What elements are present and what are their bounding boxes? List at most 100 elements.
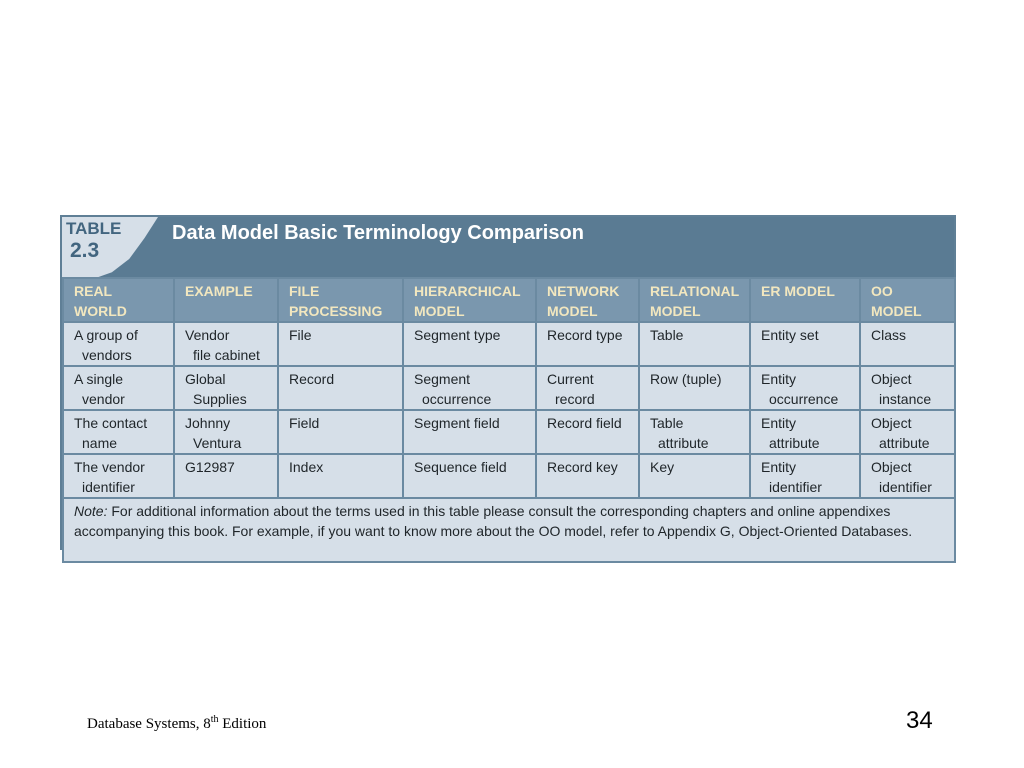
cell-text: Segment: [414, 371, 471, 387]
table-title: Data Model Basic Terminology Comparison: [172, 222, 584, 244]
column-header: FILE PROCESSING: [277, 277, 404, 323]
cell-text: attribute: [769, 435, 820, 451]
cell-text: Current: [547, 371, 594, 387]
table-cell: Row (tuple): [638, 365, 751, 411]
table-cell: Record: [277, 365, 404, 411]
cell-text: A group of: [74, 327, 138, 343]
table-cell: Segment occurrence: [402, 365, 537, 411]
table-cell: Key: [638, 453, 751, 499]
cell-text: File: [289, 327, 312, 343]
note-label: Note:: [74, 503, 108, 519]
table-cell: Entity attribute: [749, 409, 861, 455]
cell-text: EXAMPLE: [185, 283, 253, 299]
cell-text: instance: [879, 391, 932, 407]
cell-text: MODEL: [650, 303, 701, 319]
cell-text: occurrence: [422, 391, 492, 407]
table-label-number: 2.3: [70, 239, 100, 262]
cell-text: name: [82, 435, 118, 451]
table-header-row: REAL WORLD EXAMPLE FILE PROCESSING HIERARC…: [62, 277, 956, 323]
table-cell: Table attribute: [638, 409, 751, 455]
cell-text: Object: [871, 415, 912, 431]
cell-text: record: [555, 391, 595, 407]
table-cell: Record type: [535, 321, 640, 367]
cell-text: Object: [871, 459, 912, 475]
note-text: For additional information about the ter…: [74, 503, 913, 539]
cell-text: Supplies: [193, 391, 247, 407]
page-number: 34: [906, 707, 933, 734]
table-cell: Entity identifier: [749, 453, 861, 499]
cell-text: OO: [871, 283, 893, 299]
table-cell: Object identifier: [859, 453, 956, 499]
cell-text: attribute: [879, 435, 930, 451]
cell-text: identifier: [82, 479, 135, 495]
table-cell: Object instance: [859, 365, 956, 411]
table-cell: Global Supplies: [173, 365, 279, 411]
cell-text: Sequence field: [414, 459, 507, 475]
cell-text: identifier: [769, 479, 822, 495]
cell-text: Index: [289, 459, 324, 475]
cell-text: Record: [289, 371, 335, 387]
table-note-row: Note: For additional information about t…: [62, 497, 956, 563]
table-cell: Table: [638, 321, 751, 367]
table-cell: Johnny Ventura: [173, 409, 279, 455]
column-header: ER MODEL: [749, 277, 861, 323]
column-header: NETWORK MODEL: [535, 277, 640, 323]
table-cell: Object attribute: [859, 409, 956, 455]
table-cell: File: [277, 321, 404, 367]
cell-text: MODEL: [414, 303, 465, 319]
cell-text: Table: [650, 415, 684, 431]
cell-text: Segment type: [414, 327, 501, 343]
cell-text: ER MODEL: [761, 283, 835, 299]
column-header: OO MODEL: [859, 277, 956, 323]
cell-text: Vendor: [185, 327, 230, 343]
cell-text: Record key: [547, 459, 618, 475]
cell-text: Entity set: [761, 327, 819, 343]
cell-text: The contact: [74, 415, 148, 431]
cell-text: Key: [650, 459, 675, 475]
cell-text: attribute: [658, 435, 709, 451]
cell-text: HIERARCHICAL: [414, 283, 521, 299]
table-cell: Class: [859, 321, 956, 367]
table-row: A group of vendors Vendor file cabinet Fil…: [62, 321, 956, 367]
column-header: REAL WORLD: [62, 277, 175, 323]
cell-text: Ventura: [193, 435, 242, 451]
cell-text: Segment field: [414, 415, 500, 431]
table-cell: G12987: [173, 453, 279, 499]
table-cell: Entity set: [749, 321, 861, 367]
table-cell: A single vendor: [62, 365, 175, 411]
cell-text: MODEL: [871, 303, 922, 319]
cell-text: Record type: [547, 327, 623, 343]
cell-text: Johnny: [185, 415, 231, 431]
table-cell: A group of vendors: [62, 321, 175, 367]
cell-text: vendors: [82, 347, 132, 363]
column-header: RELATIONAL MODEL: [638, 277, 751, 323]
table-cell: Record field: [535, 409, 640, 455]
cell-text: occurrence: [769, 391, 839, 407]
cell-text: Entity: [761, 459, 797, 475]
cell-text: Object: [871, 371, 912, 387]
table-note: Note: For additional information about t…: [62, 497, 956, 563]
table-cell: The contact name: [62, 409, 175, 455]
cell-text: REAL: [74, 283, 113, 299]
cell-text: Entity: [761, 415, 797, 431]
table-row: The vendor identifier G12987 Index Sequen…: [62, 453, 956, 499]
cell-text: Record field: [547, 415, 622, 431]
cell-text: Global: [185, 371, 226, 387]
table-cell: Sequence field: [402, 453, 537, 499]
cell-text: G12987: [185, 459, 235, 475]
cell-text: RELATIONAL: [650, 283, 740, 299]
cell-text: Entity: [761, 371, 797, 387]
table-cell: Entity occurrence: [749, 365, 861, 411]
table-cell: Index: [277, 453, 404, 499]
cell-text: Table: [650, 327, 684, 343]
terminology-table: REAL WORLD EXAMPLE FILE PROCESSING HIERARC…: [62, 277, 956, 563]
table-cell: The vendor identifier: [62, 453, 175, 499]
column-header: EXAMPLE: [173, 277, 279, 323]
cell-text: identifier: [879, 479, 932, 495]
table-label-word: TABLE: [66, 219, 122, 238]
cell-text: Class: [871, 327, 907, 343]
table-cell: Vendor file cabinet: [173, 321, 279, 367]
cell-text: Field: [289, 415, 320, 431]
cell-text: Row (tuple): [650, 371, 722, 387]
table-cell: Record key: [535, 453, 640, 499]
